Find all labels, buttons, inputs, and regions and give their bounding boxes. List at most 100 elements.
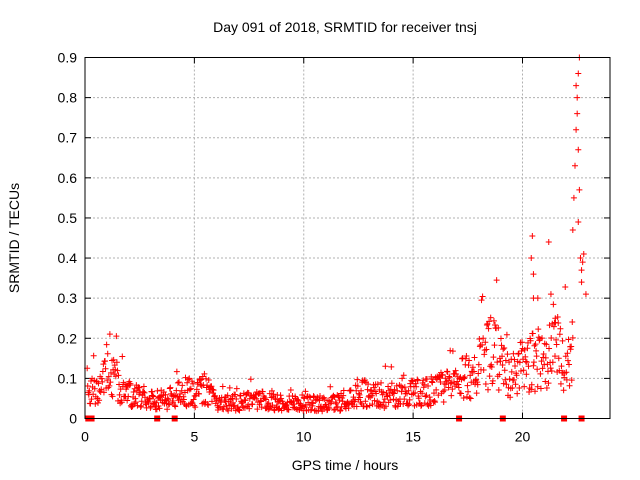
data-point — [278, 395, 285, 402]
data-point — [474, 381, 481, 388]
data-point — [146, 395, 153, 402]
data-point — [527, 337, 534, 344]
data-point — [86, 387, 93, 394]
data-point — [578, 279, 585, 286]
data-point — [166, 385, 173, 392]
data-point — [203, 375, 210, 382]
y-axis-label: SRMTID / TECUs — [6, 183, 22, 293]
data-point — [435, 392, 442, 399]
data-point — [354, 383, 361, 390]
data-point — [336, 407, 343, 414]
data-point — [374, 381, 381, 388]
data-point — [140, 388, 147, 395]
data-point — [486, 373, 493, 380]
data-point — [127, 380, 134, 387]
data-point — [114, 367, 121, 374]
data-point — [566, 361, 573, 368]
data-point — [557, 325, 564, 332]
data-point — [300, 394, 307, 401]
data-point — [457, 390, 464, 397]
data-point — [198, 376, 205, 383]
data-point — [236, 407, 243, 414]
data-point — [373, 390, 380, 397]
data-point — [440, 398, 447, 405]
data-point — [289, 392, 296, 399]
data-point — [319, 408, 326, 415]
data-point — [528, 386, 535, 393]
data-point — [533, 347, 540, 354]
y-tick-label: 0.6 — [58, 170, 78, 186]
data-point — [232, 391, 239, 398]
data-point — [405, 387, 412, 394]
data-point — [387, 396, 394, 403]
data-point — [100, 389, 107, 396]
data-point — [495, 386, 502, 393]
data-point — [147, 404, 154, 411]
data-point — [467, 372, 474, 379]
data-point — [545, 239, 552, 246]
data-point — [401, 384, 408, 391]
data-point — [550, 301, 557, 308]
data-point — [582, 291, 589, 298]
data-point — [569, 318, 576, 325]
data-point — [104, 350, 111, 357]
data-point — [564, 350, 571, 357]
data-point — [391, 390, 398, 397]
data-point — [514, 390, 521, 397]
data-point — [464, 382, 471, 389]
data-point — [191, 402, 198, 409]
data-point — [482, 380, 489, 387]
data-point — [573, 126, 580, 133]
data-point — [112, 373, 119, 380]
data-point — [294, 396, 301, 403]
data-point — [500, 346, 507, 353]
data-point — [185, 376, 192, 383]
data-point — [146, 396, 153, 403]
data-point — [261, 394, 268, 401]
data-point — [529, 330, 536, 337]
data-point — [414, 376, 421, 383]
data-point — [362, 398, 369, 405]
y-tick-label: 0.1 — [58, 370, 78, 386]
data-point — [479, 293, 486, 300]
data-point — [285, 406, 292, 413]
data-point — [220, 403, 227, 410]
data-point — [358, 387, 365, 394]
data-point — [110, 356, 117, 363]
data-point — [503, 381, 510, 388]
data-point — [188, 378, 195, 385]
data-point — [501, 345, 508, 352]
data-point — [201, 370, 208, 377]
data-point — [551, 353, 558, 360]
data-point — [308, 406, 315, 413]
data-point — [371, 397, 378, 404]
data-point — [400, 372, 407, 379]
data-point — [378, 379, 385, 386]
data-point — [205, 401, 212, 408]
data-point — [307, 394, 314, 401]
data-point — [225, 407, 232, 414]
data-point — [507, 394, 514, 401]
data-point — [460, 395, 467, 402]
data-point — [210, 387, 217, 394]
data-point — [573, 82, 580, 89]
data-point — [401, 396, 408, 403]
data-point — [178, 387, 185, 394]
data-point — [316, 397, 323, 404]
data-point — [485, 386, 492, 393]
data-point — [480, 366, 487, 373]
data-point — [326, 405, 333, 412]
data-point — [447, 380, 454, 387]
data-point — [421, 381, 428, 388]
data-point — [433, 386, 440, 393]
data-point — [418, 402, 425, 409]
data-point — [382, 403, 389, 410]
data-point — [509, 385, 516, 392]
data-point — [575, 218, 582, 225]
data-point — [553, 336, 560, 343]
data-point — [502, 357, 509, 364]
data-point — [102, 365, 109, 372]
data-point — [135, 384, 142, 391]
data-point — [171, 402, 178, 409]
